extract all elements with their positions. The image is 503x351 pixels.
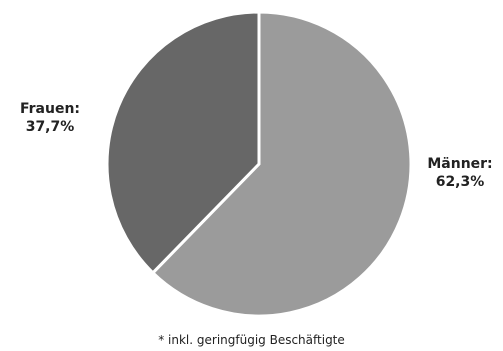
maenner-value-text: 62,3% (435, 174, 485, 190)
frauen-value-text: 37,7% (25, 119, 75, 135)
maenner-slice-label: Männer: 62,3% (420, 155, 500, 191)
maenner-label-text: Männer: (427, 156, 493, 172)
frauen-slice (105, 10, 261, 275)
footnote: * inkl. geringfügig Beschäftigte (158, 333, 345, 347)
maenner-slice (151, 10, 413, 318)
frauen-label-text: Frauen: (19, 101, 81, 117)
frauen-slice-label: Frauen: 37,7% (6, 100, 94, 136)
